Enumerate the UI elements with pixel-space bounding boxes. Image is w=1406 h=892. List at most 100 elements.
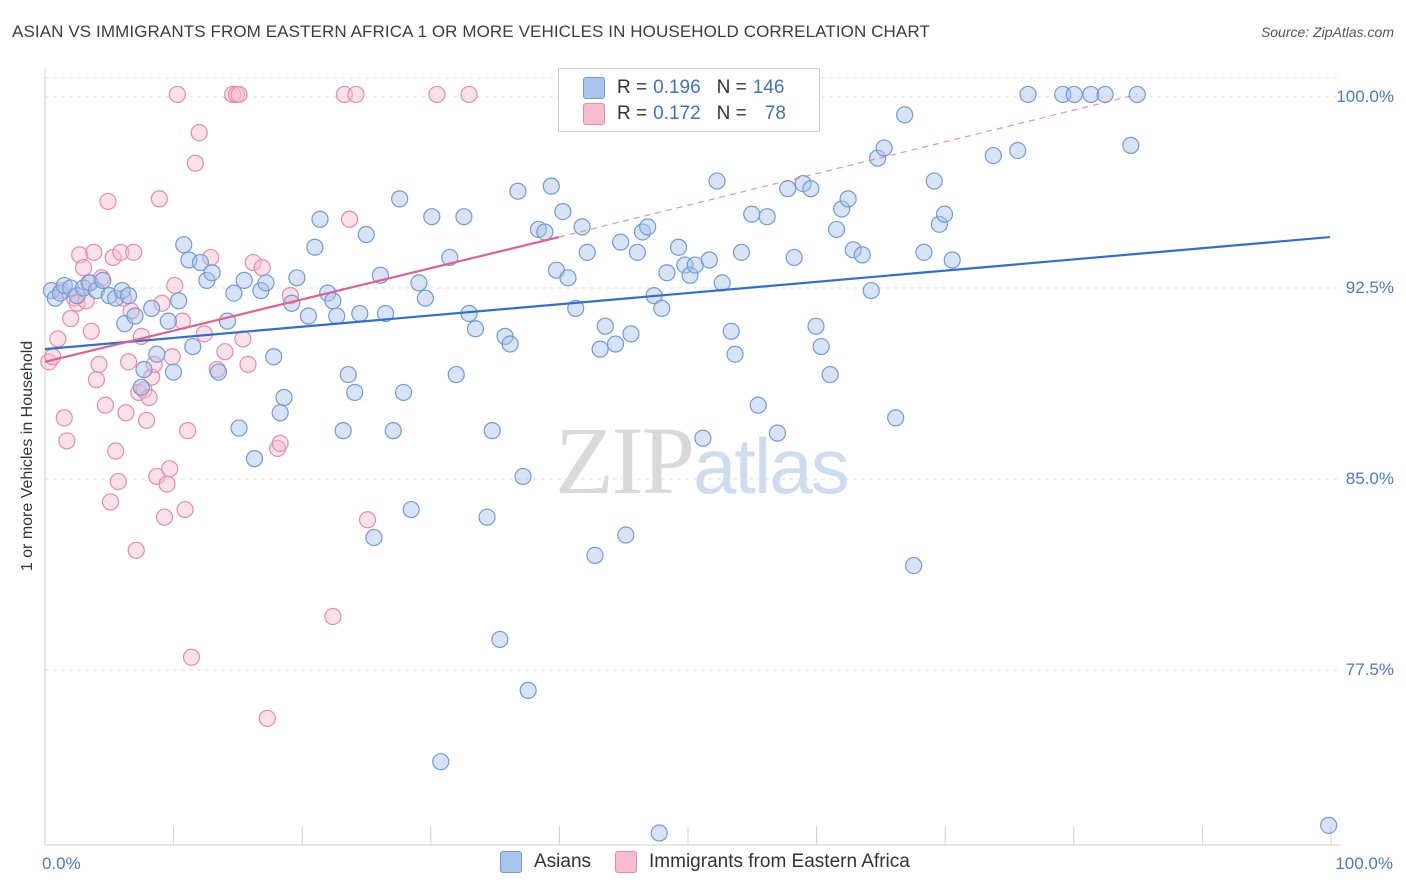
data-point-asians [324,292,342,310]
data-point-asians [1082,85,1100,104]
legend-swatch-pink [583,103,605,125]
y-tick-label: 92.5% [1345,278,1394,297]
data-point-asians [896,106,914,124]
data-point-immigrants [230,85,248,104]
data-point-immigrants [186,154,204,172]
data-point-asians [410,274,428,292]
data-point-immigrants [119,353,138,371]
data-point-asians [402,500,420,519]
data-point-asians [586,546,604,565]
bottom-legend-asians: Asians [500,851,591,873]
data-point-asians [606,335,625,353]
data-point-asians [46,289,64,307]
data-point-asians [170,292,188,310]
data-point-immigrants [168,85,186,104]
data-point-asians [394,383,413,402]
data-point-asians [357,225,375,244]
data-point-asians [628,243,646,261]
data-point-asians [617,526,635,544]
legend-r-label: R = [617,103,648,124]
trendline-immigrants [44,235,560,363]
data-point-asians [542,177,560,195]
data-point-asians [230,419,248,437]
data-point-asians [328,307,346,325]
data-point-immigrants [77,292,95,310]
x-tick-label-max: 100.0% [1335,854,1393,873]
data-point-asians [573,218,591,236]
data-point-asians [1009,141,1027,160]
data-point-asians [869,149,887,167]
data-point-asians [441,248,459,267]
data-point-asians [94,271,112,289]
y-tick-label: 85.0% [1345,469,1394,488]
data-point-immigrants [347,85,365,104]
data-point-asians [1096,85,1114,104]
data-point-asians [930,215,948,233]
legend: R = 0.196 N = 146 R = 0.172 N = 78 [558,68,820,132]
data-point-immigrants [101,493,120,511]
data-point-asians [119,287,138,305]
data-point-asians [384,422,402,440]
data-point-immigrants [460,85,478,104]
legend-r-value: 0.172 [653,103,701,124]
data-point-asians [311,210,329,228]
data-point-immigrants [253,259,271,277]
data-point-asians [844,241,862,259]
legend-r-label: R = [617,77,648,98]
data-point-asians [1019,85,1037,104]
data-point-asians [423,208,441,226]
data-point-asians [812,337,830,356]
legend-swatch-blue [583,77,605,99]
data-point-asians [596,317,614,335]
data-point-asians [416,289,434,307]
data-point-asians [633,223,652,241]
data-point-asians [391,190,409,208]
data-point-immigrants [258,709,276,727]
watermark-zip: ZIP [555,407,695,514]
data-point-asians [915,243,933,261]
trendline-immigrants-extension [558,93,1138,238]
data-point-asians [591,340,609,358]
data-point-immigrants [150,190,168,208]
data-point-asians [839,190,857,208]
data-point-immigrants [87,371,106,389]
data-point-asians [807,317,825,335]
data-point-immigrants [190,124,208,142]
data-point-immigrants [71,246,89,264]
y-tick-label: 77.5% [1345,660,1394,679]
data-point-immigrants [153,294,171,312]
data-point-immigrants [117,404,135,422]
data-point-asians [821,365,839,384]
data-point-immigrants [224,85,242,104]
data-point-asians [669,238,688,256]
data-point-asians [559,269,577,287]
data-point-asians [768,424,787,442]
data-point-immigrants [324,607,342,626]
data-point-immigrants [271,434,289,452]
data-point-asians [365,528,383,547]
data-point-immigrants [158,475,176,493]
legend-row-immigrants: R = 0.172 N = 78 [583,102,802,126]
data-point-asians [658,264,676,282]
data-point-asians [827,220,846,239]
data-point-asians [681,266,699,284]
source-label: Source: ZipAtlas.com [1260,24,1394,40]
watermark-atlas: atlas [693,422,850,510]
data-point-asians [376,304,395,323]
bottom-legend-label: Immigrants from Eastern Africa [649,851,910,872]
data-point-asians [135,360,153,379]
data-point-asians [1122,136,1140,154]
data-point-asians [984,146,1002,165]
data-point-asians [245,450,264,468]
legend-n-label: N = [716,77,747,98]
data-point-asians [749,396,767,414]
legend-n-value: 146 [752,77,785,98]
data-point-asians [853,246,871,264]
data-point-immigrants [74,259,93,277]
data-point-asians [779,180,797,198]
data-point-asians [509,182,527,200]
data-point-asians [578,243,596,261]
data-point-immigrants [163,348,181,366]
bottom-legend-swatch-pink [615,851,638,873]
data-point-asians [875,139,893,157]
